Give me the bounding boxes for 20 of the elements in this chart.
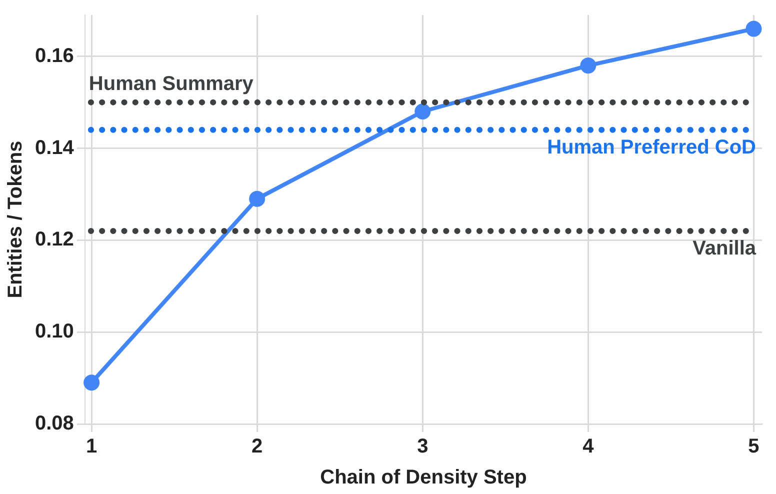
point: [249, 190, 266, 207]
x-tick-label: 4: [582, 436, 595, 458]
x-tick-label: 3: [417, 436, 428, 458]
ref-line-label: Human Preferred CoD: [547, 136, 756, 158]
x-axis-title: Chain of Density Step: [320, 466, 527, 489]
x-tick-label: 5: [748, 436, 760, 458]
point: [746, 20, 762, 37]
ref-line-label: Human Summary: [88, 72, 254, 95]
y-tick-label: 0.14: [34, 136, 75, 159]
y-tick-label: 0.16: [34, 44, 74, 67]
x-tick-label: 2: [252, 436, 263, 458]
point: [580, 58, 596, 74]
ref-line-label: Vanilla: [692, 238, 757, 260]
point: [84, 374, 100, 391]
y-axis-title: Entities / Tokens: [4, 140, 27, 298]
point: [414, 104, 431, 120]
y-tick-label: 0.10: [34, 320, 74, 343]
y-tick-label: 0.12: [34, 228, 74, 251]
x-tick-label: 1: [86, 436, 98, 458]
y-tick-label: 0.08: [34, 412, 74, 435]
